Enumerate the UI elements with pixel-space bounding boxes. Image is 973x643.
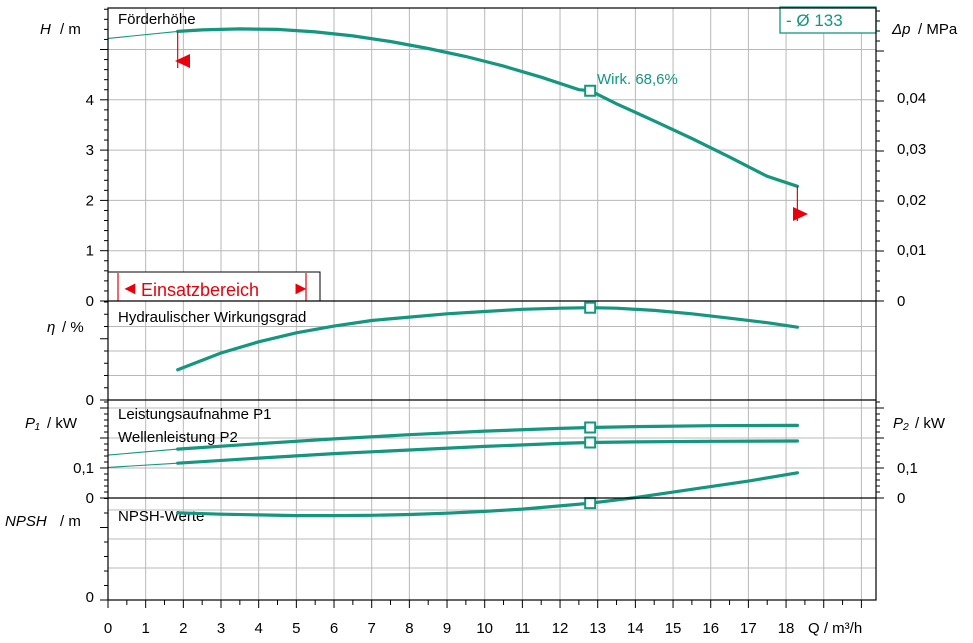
range-start-arrow — [175, 54, 190, 68]
x-tick-label: 11 — [515, 620, 531, 637]
right-tick-label: 0,1 — [897, 460, 918, 477]
left-tick-label: 4 — [86, 92, 94, 109]
impeller-diameter-label: - Ø 133 — [786, 11, 843, 30]
operating-range-arrow-left: ◄ — [121, 278, 139, 298]
x-tick-label: 7 — [368, 620, 376, 637]
efficiency-axis-symbol: η — [47, 319, 55, 336]
p2-curve-extension — [107, 462, 178, 468]
left-tick-label: 0 — [86, 293, 94, 310]
left-tick-label: 0 — [86, 589, 94, 606]
head-curve-extension — [107, 30, 178, 39]
grid-layer — [108, 8, 876, 600]
pressure-axis-unit: / MPa — [918, 21, 958, 38]
x-tick-label: 14 — [627, 620, 644, 637]
left-tick-label: 0 — [86, 392, 94, 409]
npsh-axis-symbol: NPSH — [5, 513, 47, 530]
x-tick-label: 13 — [589, 620, 606, 637]
x-tick-label: 12 — [552, 620, 569, 637]
left-tick-label: 0 — [86, 490, 94, 507]
operating-range-box — [107, 271, 321, 302]
head-duty-point-marker — [584, 84, 597, 97]
power-right-axis-unit: / kW — [915, 415, 946, 432]
x-tick-label: 6 — [330, 620, 338, 637]
right-tick-label: 0 — [897, 293, 905, 310]
x-tick-label: 18 — [778, 620, 795, 637]
right-tick-label: 0,02 — [897, 192, 926, 209]
p1-duty-point-marker — [584, 421, 597, 434]
head-curve — [176, 27, 799, 188]
x-tick-label: 1 — [141, 620, 149, 637]
x-axis-label: Q / m³/h — [808, 620, 862, 637]
pressure-axis-symbol: Δp — [891, 21, 910, 38]
x-tick-label: 8 — [405, 620, 413, 637]
x-tick-label: 0 — [104, 620, 112, 637]
tick-layer: 0 1 2 3 4 5 6 7 8 9 10 11 12 13 14 15 16 17 180123400,010,… — [73, 8, 926, 637]
x-tick-label: 17 — [740, 620, 757, 637]
range-end-arrow — [793, 207, 808, 221]
efficiency-curve — [176, 306, 799, 372]
npsh-duty-point-marker — [584, 497, 597, 510]
x-tick-label: 3 — [217, 620, 225, 637]
frame-layer — [107, 7, 877, 601]
power-panel-title-p1: Leistungsaufnahme P1 — [118, 406, 271, 423]
efficiency-panel-title: Hydraulischer Wirkungsgrad — [118, 309, 306, 326]
x-tick-label: 2 — [179, 620, 187, 637]
chart-frame — [107, 7, 877, 601]
x-tick-label: 15 — [665, 620, 682, 637]
power-panel-title-p2: Wellenleistung P2 — [118, 429, 238, 446]
efficiency-axis-unit: / % — [62, 319, 84, 336]
operating-range-label: Einsatzbereich — [141, 280, 259, 300]
npsh-axis-unit: / m — [60, 513, 81, 530]
p2-duty-point-marker — [584, 436, 597, 449]
right-tick-label: 0,04 — [897, 90, 926, 107]
curve-layer — [107, 27, 799, 518]
x-tick-label: 16 — [702, 620, 719, 637]
duty-point-efficiency-label: Wirk. 68,6% — [597, 71, 678, 88]
left-tick-label: 2 — [86, 192, 94, 209]
p2-curve — [176, 439, 799, 465]
efficiency-duty-point-marker — [584, 301, 597, 314]
head-axis-unit: / m — [60, 21, 81, 38]
power-left-axis-unit: / kW — [47, 415, 78, 432]
p1-curve — [176, 423, 799, 451]
npsh-panel-title: NPSH-Werte — [118, 508, 204, 525]
left-tick-label: 1 — [86, 243, 94, 260]
impeller-diameter-box — [779, 6, 877, 34]
right-tick-label: 0 — [897, 490, 905, 507]
left-tick-label: 3 — [86, 142, 94, 159]
x-tick-label: 9 — [443, 620, 451, 637]
x-tick-label: 10 — [476, 620, 493, 637]
head-panel-title: Förderhöhe — [118, 11, 196, 28]
x-tick-label: 5 — [292, 620, 300, 637]
right-tick-label: 0,01 — [897, 242, 926, 259]
npsh-curve — [176, 471, 799, 518]
x-tick-label: 4 — [255, 620, 263, 637]
head-axis-symbol: H — [40, 21, 51, 38]
operating-range-arrow-right: ► — [292, 278, 310, 298]
power-left-axis-symbol: P₁ — [25, 415, 40, 432]
p1-curve-extension — [107, 448, 178, 456]
left-tick-label: 0,1 — [73, 460, 94, 477]
right-tick-label: 0,03 — [897, 141, 926, 158]
power-right-axis-symbol: P₂ — [893, 415, 909, 432]
